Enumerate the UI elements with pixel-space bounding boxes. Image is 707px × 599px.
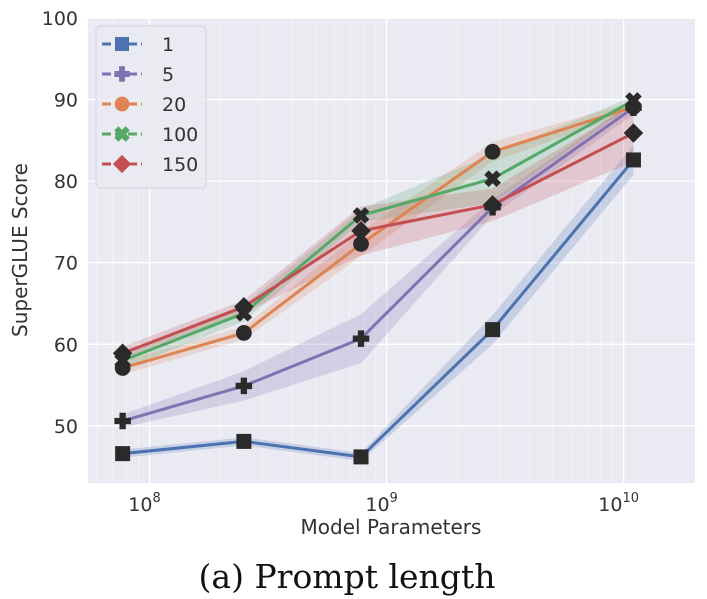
marker-series-1: [236, 433, 252, 449]
marker-series-20: [236, 325, 252, 341]
marker-series-5: [235, 377, 253, 395]
legend-label-1: 1: [162, 34, 174, 56]
legend: 1 5 20 100 150: [95, 25, 207, 189]
y-tick-labels: 50 60 70 80 90 100: [42, 8, 78, 438]
marker-series-5: [114, 412, 131, 430]
legend-marker-1: [115, 37, 129, 51]
marker-series-150: [351, 221, 371, 241]
y-tick-label: 50: [54, 416, 78, 438]
x-tick-label: 109: [365, 491, 397, 516]
marker-series-1: [353, 449, 369, 465]
legend-label-150: 150: [162, 154, 198, 176]
marker-series-1: [625, 152, 641, 168]
y-tick-label: 80: [54, 171, 78, 193]
legend-label-100: 100: [162, 124, 198, 146]
legend-label-5: 5: [162, 64, 174, 86]
legend-marker-150: [112, 154, 132, 174]
y-tick-label: 60: [54, 334, 78, 356]
x-tick-label: 108: [128, 491, 160, 516]
legend-marker-20: [114, 96, 130, 112]
y-tick-label: 90: [54, 90, 78, 112]
marker-series-5: [352, 330, 370, 347]
marker-series-150: [112, 343, 133, 364]
legend-marker-5: [114, 66, 130, 82]
band-100: [122, 96, 634, 369]
legend-marker-100: [114, 126, 130, 142]
caption: (a) Prompt length: [199, 557, 496, 596]
y-axis-label: SuperGLUE Score: [8, 163, 32, 337]
marker-series-1: [115, 446, 131, 462]
y-tick-label: 100: [42, 8, 78, 30]
y-tick-label: 70: [54, 253, 78, 275]
series-markers: [112, 92, 644, 465]
marker-series-150: [623, 123, 644, 143]
marker-series-100: [625, 92, 642, 109]
marker-series-150: [482, 195, 503, 215]
x-axis-label: Model Parameters: [301, 515, 482, 539]
marker-series-20: [484, 143, 501, 160]
marker-series-100: [484, 170, 501, 188]
band-20: [122, 102, 634, 375]
legend-label-20: 20: [162, 94, 186, 116]
marker-series-150: [234, 297, 254, 317]
marker-series-20: [353, 236, 369, 252]
x-tick-label: 1010: [598, 491, 639, 516]
marker-series-1: [485, 322, 501, 338]
x-tick-labels: 108 109 1010: [128, 491, 639, 516]
marker-series-100: [352, 207, 370, 224]
